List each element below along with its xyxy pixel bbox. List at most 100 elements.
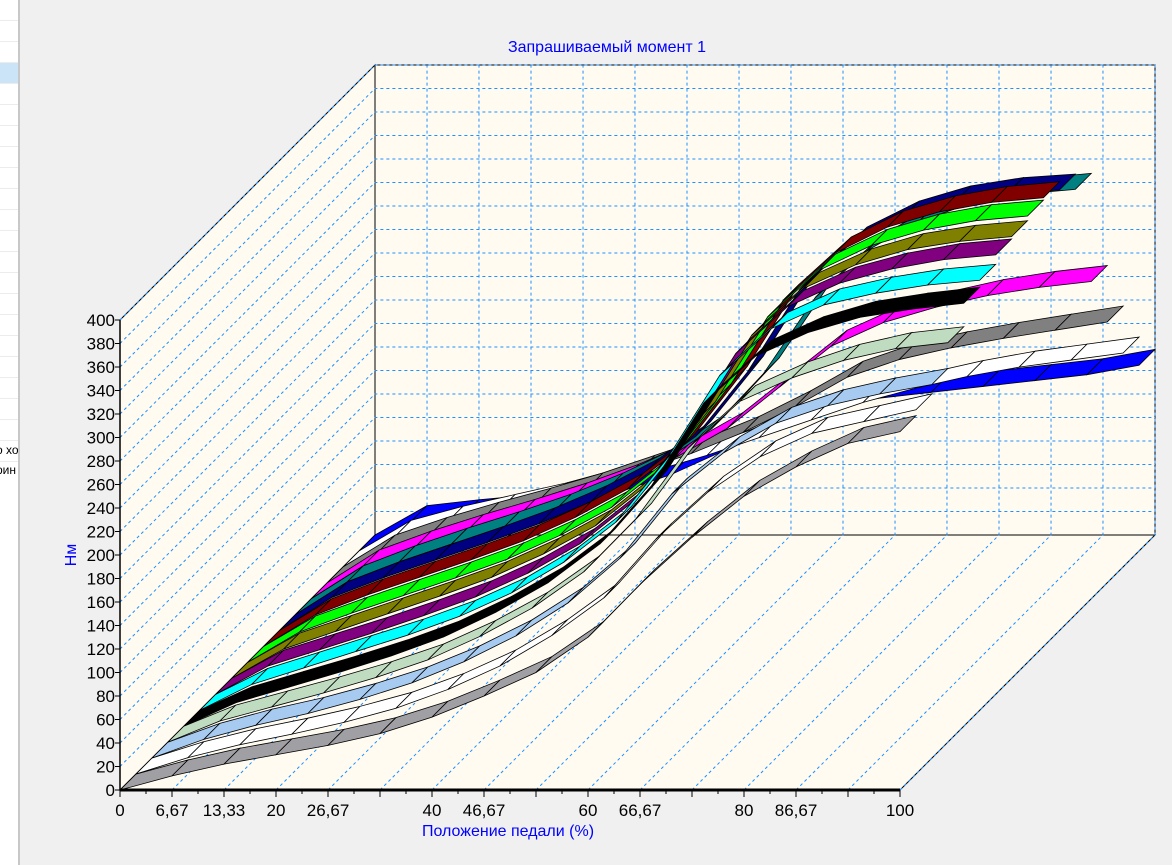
x-tick-label: 100 [886, 801, 914, 820]
list-row[interactable] [0, 21, 18, 42]
list-text-fragment: о хо [0, 443, 19, 457]
x-tick-label: 80 [735, 801, 754, 820]
series-7-segment [958, 220, 1029, 242]
series-9-segment [990, 181, 1061, 203]
y-tick-label: 320 [87, 405, 115, 424]
series-0-segment [846, 414, 918, 445]
gridline-y [119, 276, 1155, 532]
gridline-y [119, 252, 1155, 509]
list-row[interactable] [0, 441, 18, 462]
y-tick-label: 80 [96, 687, 115, 706]
list-row[interactable] [0, 294, 18, 315]
gridline-y [119, 393, 1155, 650]
x-tick-label: 60 [579, 801, 598, 820]
x-tick-label: 0 [115, 801, 124, 820]
side-list-panel[interactable]: о хо рин [0, 0, 20, 865]
gridline-y [119, 299, 1155, 556]
list-row[interactable] [0, 399, 18, 420]
series-13-segment [1054, 305, 1125, 331]
x-tick-label: 13,33 [203, 801, 246, 820]
list-row[interactable] [0, 84, 18, 105]
series-5-segment [926, 263, 997, 286]
list-row[interactable] [0, 105, 18, 126]
list-row[interactable] [0, 231, 18, 252]
y-tick-label: 280 [87, 452, 115, 471]
x-tick-label: 66,67 [619, 801, 662, 820]
gridline-x [431, 65, 688, 791]
gridline-y [119, 205, 1155, 462]
series-8-segment [974, 199, 1045, 222]
gridline-y [119, 323, 1155, 579]
x-tick-label: 46,67 [463, 801, 506, 820]
gridline-x [899, 65, 1156, 791]
gridline-y [119, 88, 1155, 344]
list-row[interactable] [0, 147, 18, 168]
y-tick-label: 140 [87, 617, 115, 636]
series-3-segment [894, 326, 965, 350]
gridline-x [847, 65, 1104, 791]
series-1-segment [862, 393, 934, 423]
list-row[interactable] [0, 42, 18, 63]
y-tick-label: 160 [87, 593, 115, 612]
series-6-segment [942, 238, 1013, 261]
series-2-segment [878, 367, 949, 395]
y-tick-label: 180 [87, 570, 115, 589]
x-tick-label: 6,67 [155, 801, 188, 820]
y-tick-label: 340 [87, 382, 115, 401]
list-row[interactable] [0, 210, 18, 231]
series-15-segment [1085, 348, 1157, 376]
gridline-y [119, 229, 1155, 485]
y-tick-label: 100 [87, 664, 115, 683]
y-tick-label: 360 [87, 358, 115, 377]
gridline-y [119, 182, 1155, 438]
gridline-y [119, 417, 1155, 673]
y-tick-label: 380 [87, 335, 115, 354]
list-row[interactable] [0, 315, 18, 336]
y-tick-label: 20 [96, 758, 115, 777]
gridline-y [119, 158, 1155, 415]
y-axis-label: Нм [63, 544, 80, 567]
gridline-x [535, 65, 792, 791]
gridline-y [119, 64, 1155, 321]
y-tick-label: 400 [87, 311, 115, 330]
gridline-x [743, 65, 1000, 791]
y-tick-label: 60 [96, 711, 115, 730]
series-14-segment [1069, 336, 1141, 361]
list-row-selected[interactable] [0, 63, 18, 84]
list-row[interactable] [0, 357, 18, 378]
y-tick-label: 120 [87, 640, 115, 659]
y-tick-label: 240 [87, 499, 115, 518]
x-tick-label: 86,67 [775, 801, 818, 820]
gridline-y [119, 370, 1155, 626]
list-row[interactable] [0, 189, 18, 210]
gridline-y [119, 487, 1155, 744]
list-row[interactable] [0, 252, 18, 273]
gridline-x [483, 65, 740, 791]
list-row[interactable] [0, 420, 18, 441]
y-tick-label: 200 [87, 546, 115, 565]
list-row[interactable] [0, 378, 18, 399]
gridline-y [119, 440, 1155, 697]
y-tick-label: 220 [87, 523, 115, 542]
gridline-x [379, 65, 636, 791]
y-tick-label: 300 [87, 429, 115, 448]
y-tick-label: 40 [96, 734, 115, 753]
list-row[interactable] [0, 126, 18, 147]
list-row[interactable] [0, 168, 18, 189]
gridline-y [119, 464, 1155, 720]
x-tick-label: 40 [423, 801, 442, 820]
chart-title: Запрашиваемый момент 1 [508, 39, 706, 56]
gridline-y [119, 111, 1155, 368]
gridline-y [119, 346, 1155, 603]
x-axis-label: Положение педали (%) [422, 823, 594, 840]
list-row[interactable] [0, 0, 18, 21]
gridline-x [587, 65, 844, 791]
x-tick-label: 20 [267, 801, 286, 820]
gridline-x [795, 65, 1052, 791]
list-row[interactable] [0, 273, 18, 294]
gridline-y [119, 511, 1155, 767]
series-4-segment [910, 286, 981, 310]
y-tick-label: 0 [106, 781, 115, 800]
list-row[interactable] [0, 336, 18, 357]
